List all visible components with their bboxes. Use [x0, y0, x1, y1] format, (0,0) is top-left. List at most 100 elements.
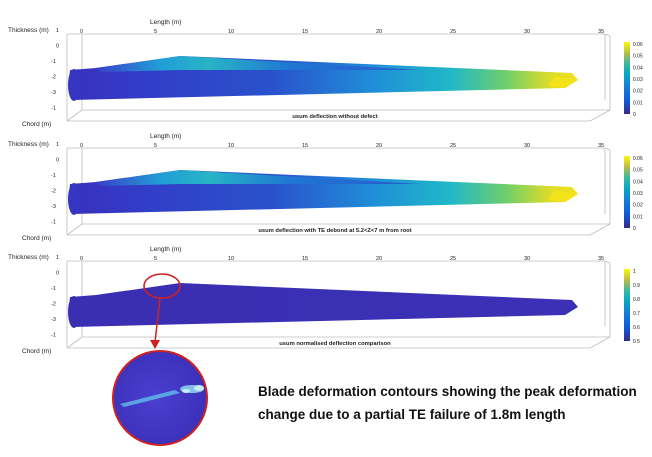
- blade-upper-surface: [96, 56, 420, 72]
- thickness-tick-label: -1: [51, 173, 56, 179]
- blade-tip-peak: [548, 76, 578, 88]
- thickness-tick-label: -2: [51, 189, 56, 195]
- blade-upper-surface: [96, 170, 420, 186]
- thickness-tick-label: -1: [51, 106, 56, 112]
- length-tick-label: 30: [524, 29, 530, 35]
- chord-axis-label: Chord (m): [22, 348, 51, 355]
- blade-tip-peak: [548, 190, 578, 202]
- colorbar-tick-label: 0.7: [633, 311, 640, 317]
- panel-caption: usum normalised deflection comparison: [279, 341, 391, 347]
- length-tick-label: 35: [598, 29, 604, 35]
- colorbar-tick-label: 0: [633, 112, 636, 118]
- length-axis-label: Length (m): [150, 246, 181, 253]
- thickness-tick-label: -1: [51, 333, 56, 339]
- panels-group: Length (m)Thickness (m)Chord (m)0 5 10 15 20…: [8, 19, 643, 355]
- axis-frame-line: [589, 336, 611, 349]
- length-axis-label: Length (m): [150, 19, 181, 26]
- axis-frame-line: [66, 223, 83, 236]
- chord-axis-label: Chord (m): [22, 121, 51, 128]
- chord-axis-label: Chord (m): [22, 235, 51, 242]
- length-tick-label: 5: [154, 143, 157, 149]
- axis-frame-line: [589, 109, 611, 122]
- colorbar-tick-label: 0.02: [633, 89, 643, 95]
- colorbar-tick-label: 0.02: [633, 203, 643, 209]
- length-tick-label: 35: [598, 256, 604, 262]
- thickness-tick-label: 1: [56, 255, 59, 261]
- length-tick-label: 15: [302, 143, 308, 149]
- length-tick-label: 15: [302, 29, 308, 35]
- axis-frame-line: [589, 223, 611, 236]
- length-tick-label: 5: [154, 256, 157, 262]
- blade-root: [68, 69, 80, 101]
- length-tick-label: 30: [524, 143, 530, 149]
- length-tick-label: 10: [228, 256, 234, 262]
- thickness-tick-label: -3: [51, 204, 56, 210]
- zoom-detail: [112, 350, 208, 446]
- thickness-tick-label: -2: [51, 75, 56, 81]
- length-tick-label: 20: [376, 256, 382, 262]
- panel-1: Length (m)Thickness (m)Chord (m)0 5 10 15 20…: [8, 19, 643, 128]
- blade-root: [68, 296, 80, 328]
- length-axis-label: Length (m): [150, 133, 181, 140]
- axis-frame-line: [604, 147, 611, 151]
- colorbar: [624, 269, 630, 341]
- length-tick-label: 0: [80, 256, 83, 262]
- thickness-tick-label: 1: [56, 28, 59, 34]
- annotation-line-1: Blade deformation contours showing the p…: [258, 384, 637, 399]
- axis-frame-line: [604, 33, 611, 37]
- panel-2: Length (m)Thickness (m)Chord (m)0 5 10 15 20…: [8, 133, 643, 242]
- thickness-tick-label: -1: [51, 220, 56, 226]
- annotation-line-2: change due to a partial TE failure of 1.…: [258, 407, 566, 422]
- thickness-tick-label: 0: [56, 158, 59, 164]
- length-tick-label: 25: [450, 256, 456, 262]
- colorbar-tick-label: 0.04: [633, 179, 643, 185]
- thickness-tick-label: -3: [51, 90, 56, 96]
- thickness-tick-label: -1: [51, 59, 56, 65]
- colorbar-tick-label: 0.5: [633, 339, 640, 345]
- axis-frame-line: [66, 336, 83, 349]
- axis-frame-line: [66, 109, 83, 122]
- annotation-text: Blade deformation contours showing the p…: [258, 380, 638, 426]
- colorbar-tick-label: 0.06: [633, 42, 643, 48]
- thickness-tick-label: 0: [56, 271, 59, 277]
- thickness-axis-label: Thickness (m): [8, 254, 49, 261]
- length-tick-label: 10: [228, 29, 234, 35]
- blade-surface: [69, 283, 578, 327]
- colorbar: [624, 42, 630, 114]
- length-tick-label: 30: [524, 256, 530, 262]
- length-tick-label: 25: [450, 143, 456, 149]
- colorbar-tick-label: 0.03: [633, 77, 643, 83]
- colorbar-tick-label: 0.04: [633, 65, 643, 71]
- thickness-axis-label: Thickness (m): [8, 27, 49, 34]
- colorbar-tick-label: 0.01: [633, 214, 643, 220]
- thickness-tick-label: -2: [51, 302, 56, 308]
- thickness-tick-label: 1: [56, 142, 59, 148]
- thickness-tick-label: -3: [51, 317, 56, 323]
- length-tick-label: 35: [598, 143, 604, 149]
- thickness-tick-label: -1: [51, 286, 56, 292]
- length-tick-label: 0: [80, 29, 83, 35]
- colorbar-tick-label: 0.6: [633, 325, 640, 331]
- colorbar-tick-label: 0: [633, 226, 636, 232]
- panel-3: Length (m)Thickness (m)Chord (m)0 5 10 15 20…: [8, 246, 640, 355]
- colorbar-tick-label: 0.9: [633, 283, 640, 289]
- colorbar-tick-label: 0.01: [633, 100, 643, 106]
- defect-highlight-circle: [143, 273, 181, 299]
- colorbar-tick-label: 0.03: [633, 191, 643, 197]
- length-tick-label: 15: [302, 256, 308, 262]
- length-tick-label: 20: [376, 143, 382, 149]
- thickness-axis-label: Thickness (m): [8, 141, 49, 148]
- callout-arrow-head: [150, 340, 160, 349]
- blade-root: [68, 183, 80, 215]
- thickness-tick-label: 0: [56, 44, 59, 50]
- panel-caption: usum deflection without defect: [292, 114, 377, 120]
- length-tick-label: 5: [154, 29, 157, 35]
- colorbar: [624, 156, 630, 228]
- colorbar-tick-label: 0.05: [633, 168, 643, 174]
- colorbar-tick-label: 0.8: [633, 297, 640, 303]
- length-tick-label: 0: [80, 143, 83, 149]
- colorbar-tick-label: 0.05: [633, 54, 643, 60]
- callout-arrow-line: [154, 297, 161, 343]
- panel-caption: usum deflection with TE debond at 5.2<Z<…: [258, 228, 411, 234]
